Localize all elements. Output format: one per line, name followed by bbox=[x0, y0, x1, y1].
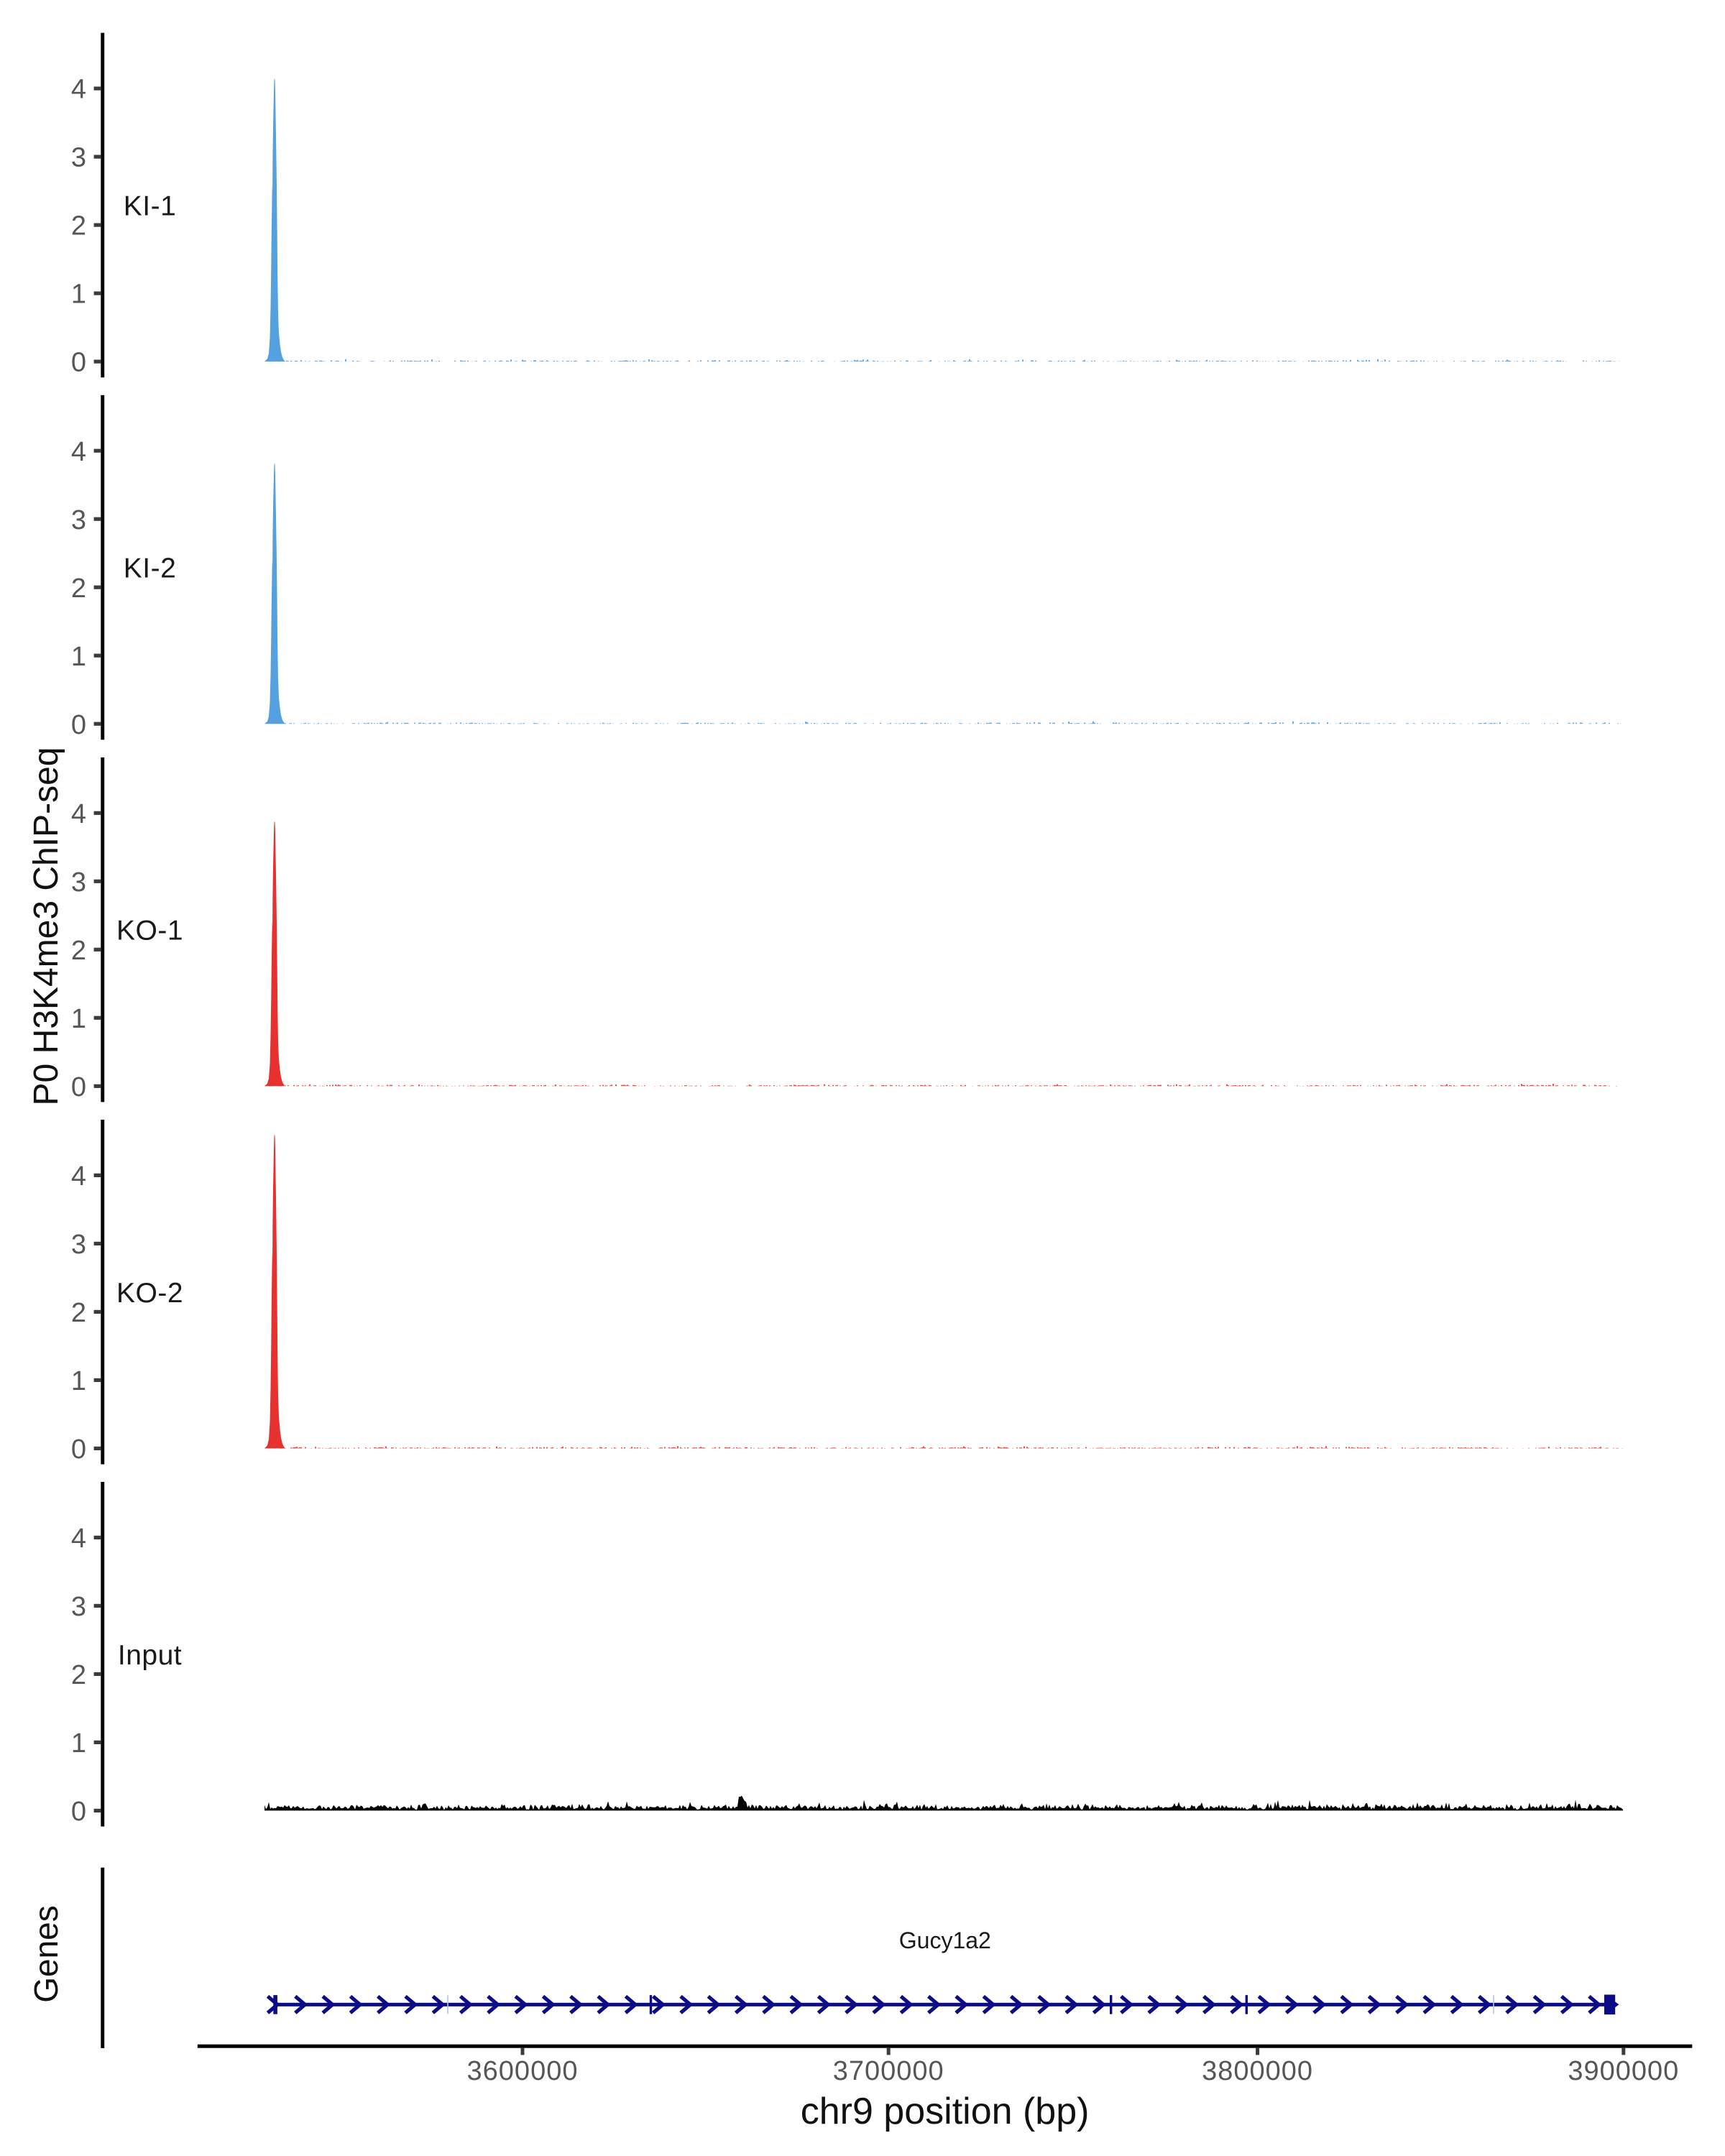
svg-text:3: 3 bbox=[71, 867, 86, 898]
svg-text:KO-1: KO-1 bbox=[116, 916, 183, 946]
svg-text:Gucy1a2: Gucy1a2 bbox=[899, 1927, 991, 1953]
svg-text:3800000: 3800000 bbox=[1202, 2056, 1313, 2086]
svg-text:3700000: 3700000 bbox=[833, 2056, 944, 2086]
svg-text:3: 3 bbox=[71, 1230, 86, 1260]
svg-text:4: 4 bbox=[71, 1161, 86, 1192]
svg-text:1: 1 bbox=[71, 280, 86, 310]
svg-text:1: 1 bbox=[71, 642, 86, 672]
svg-text:2: 2 bbox=[71, 936, 86, 966]
svg-text:P0 H3K4me3 ChIP-seq: P0 H3K4me3 ChIP-seq bbox=[27, 747, 65, 1106]
svg-text:3: 3 bbox=[71, 143, 86, 173]
svg-text:2: 2 bbox=[71, 1298, 86, 1328]
svg-text:1: 1 bbox=[71, 1004, 86, 1034]
svg-text:3: 3 bbox=[71, 505, 86, 535]
svg-text:2: 2 bbox=[71, 573, 86, 604]
svg-text:3: 3 bbox=[71, 1592, 86, 1622]
svg-text:0: 0 bbox=[71, 710, 86, 740]
svg-text:0: 0 bbox=[71, 348, 86, 378]
svg-text:4: 4 bbox=[71, 75, 86, 105]
svg-text:0: 0 bbox=[71, 1797, 86, 1827]
svg-text:0: 0 bbox=[71, 1434, 86, 1465]
svg-text:4: 4 bbox=[71, 437, 86, 467]
svg-text:KI-1: KI-1 bbox=[124, 191, 177, 222]
svg-text:0: 0 bbox=[71, 1072, 86, 1102]
svg-text:1: 1 bbox=[71, 1728, 86, 1759]
svg-text:4: 4 bbox=[71, 1524, 86, 1554]
svg-text:chr9 position (bp): chr9 position (bp) bbox=[801, 2091, 1090, 2132]
svg-text:2: 2 bbox=[71, 1660, 86, 1690]
svg-text:3600000: 3600000 bbox=[467, 2056, 579, 2086]
svg-text:KO-2: KO-2 bbox=[116, 1278, 183, 1309]
svg-text:Genes: Genes bbox=[27, 1905, 65, 2003]
svg-text:1: 1 bbox=[71, 1366, 86, 1396]
svg-text:Input: Input bbox=[118, 1640, 182, 1671]
svg-text:3900000: 3900000 bbox=[1568, 2056, 1679, 2086]
svg-text:2: 2 bbox=[71, 211, 86, 241]
svg-text:KI-2: KI-2 bbox=[124, 553, 177, 584]
svg-text:4: 4 bbox=[71, 799, 86, 829]
